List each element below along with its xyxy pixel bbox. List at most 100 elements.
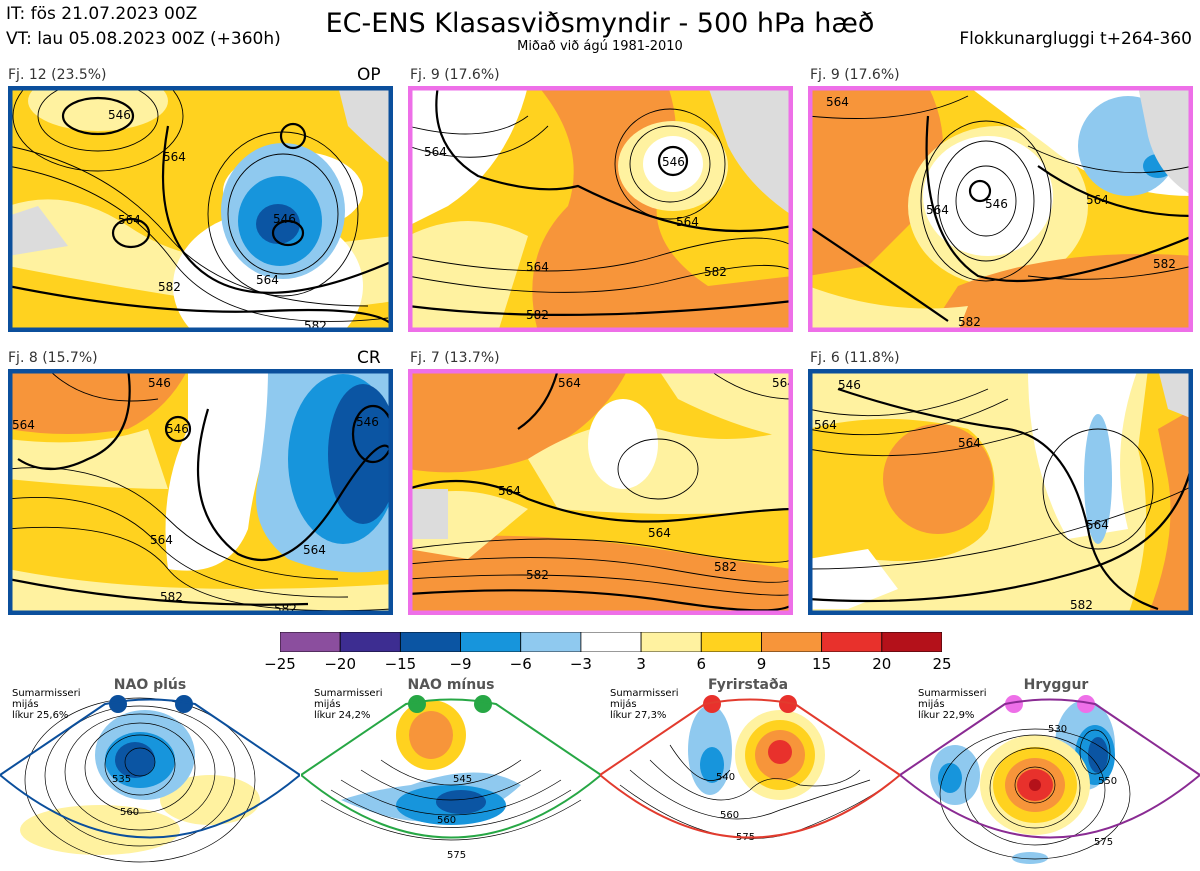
regime-2-contour-label: 575 — [447, 850, 466, 861]
regime-1-title: NAO plús — [113, 677, 187, 693]
panel-6-contour-label: 564 — [1086, 518, 1109, 532]
panel-3-contour-label: 564 — [826, 95, 849, 109]
regime-note-line: mijás — [610, 699, 637, 710]
regime-2-map: 545 560 575 — [301, 695, 601, 861]
regime-2-frame — [301, 698, 601, 839]
colorbar-tick-label: 25 — [932, 655, 952, 673]
regime-note-line: líkur 25,6% — [12, 710, 69, 721]
panel-4-contour-label: 546 — [166, 422, 189, 436]
colorbar-tick-label: −3 — [569, 655, 592, 673]
regime-1-note: Sumarmisseri mijás líkur 25,6% — [12, 688, 80, 721]
regime-3-note: Sumarmisseri mijás líkur 27,3% — [610, 688, 678, 721]
colorbar-bin — [460, 632, 522, 652]
regime-2-note: Sumarmisseri mijás líkur 24,2% — [314, 688, 382, 721]
panel-1-contour-label: 546 — [108, 108, 131, 122]
colorbar-bin — [640, 632, 702, 652]
regime-4-dot — [1077, 695, 1095, 713]
colorbar-tick-label: −15 — [384, 655, 417, 673]
colorbar-tick-label: 9 — [756, 655, 767, 673]
colorbar-tick-label: 15 — [812, 655, 832, 673]
panel-2-map: 546 564 564 564 582 582 — [408, 86, 793, 332]
panel-4-contour-label: 546 — [356, 415, 379, 429]
regime-4-title: Hryggur — [1023, 677, 1089, 693]
panel-6-contour-label: 564 — [814, 418, 837, 432]
panel-5-contour-label: 582 — [526, 568, 549, 582]
panel-3-frame — [808, 86, 1193, 332]
page-title: EC-ENS Klasasviðsmyndir - 500 hPa hæð — [325, 8, 875, 39]
panel-6-contour-label: 564 — [958, 436, 981, 450]
panel-1-label: Fj. 12 (23.5%) — [8, 67, 107, 83]
colorbar-bin — [881, 632, 942, 652]
panel-2-label: Fj. 9 (17.6%) — [410, 67, 500, 83]
panel-5-contour-label: 564 — [558, 376, 581, 390]
panel-3-contour-label: 564 — [1086, 193, 1109, 207]
page-subtitle: Miðað við ágú 1981-2010 — [517, 39, 683, 54]
regime-4-map: 530 550 575 — [900, 695, 1200, 864]
panel-3-map: 564 546 564 564 582 582 — [808, 86, 1193, 332]
panel-4-contour-label: 564 — [303, 543, 326, 557]
colorbar — [280, 632, 942, 652]
colorbar-tick-label: 3 — [636, 655, 646, 673]
colorbar-tick-label: −6 — [509, 655, 532, 673]
colorbar-bin — [520, 632, 582, 652]
regime-note-line: mijás — [918, 699, 945, 710]
regime-note-line: Sumarmisseri — [610, 688, 679, 699]
panel-1-contour-label: 582 — [158, 280, 181, 294]
regime-2-contour-label: 560 — [437, 815, 456, 826]
panel-6-frame — [808, 369, 1193, 615]
panel-3-contour-label: 546 — [985, 197, 1008, 211]
regime-3-contour-label: 560 — [720, 810, 739, 821]
regime-1-contour-label: 535 — [112, 774, 131, 785]
panel-6-label: Fj. 6 (11.8%) — [810, 350, 900, 366]
panel-2-contour-label: 582 — [704, 265, 727, 279]
regime-4-contour-label: 530 — [1048, 724, 1067, 735]
panel-3-contour-label: 564 — [926, 203, 949, 217]
panel-2-contour-label: 546 — [662, 155, 685, 169]
panel-1-contour-label: 564 — [256, 273, 279, 287]
colorbar-bin — [280, 632, 341, 652]
panel-6-contour-label: 546 — [838, 378, 861, 392]
panel-1-frame — [8, 86, 393, 332]
regime-3-frame — [600, 698, 900, 839]
panel-1-contour-label: 546 — [273, 212, 296, 226]
panel-2-frame — [408, 86, 793, 332]
panel-4-map: 546 546 546 564 564 564 582 582 — [8, 369, 393, 615]
regime-note-line: líkur 24,2% — [314, 710, 371, 721]
colorbar-bin — [580, 632, 642, 652]
panel-1-tag: OP — [357, 65, 381, 85]
colorbar-bin — [339, 632, 401, 652]
regime-4-frame — [900, 698, 1200, 839]
colorbar-tick-label: −9 — [449, 655, 472, 673]
panel-5-map: 564 564 564 564 582 582 — [408, 369, 793, 615]
panel-4-tag: CR — [357, 348, 381, 368]
panel-4-label: Fj. 8 (15.7%) — [8, 350, 98, 366]
panel-3-contour-label: 582 — [958, 315, 981, 329]
panel-4-contour-label: 564 — [150, 533, 173, 547]
regime-note-line: mijás — [12, 699, 39, 710]
panel-5-contour-label: 564 — [648, 526, 671, 540]
panel-2-contour-label: 564 — [424, 145, 447, 159]
panel-2-contour-label: 564 — [526, 260, 549, 274]
panel-3-label: Fj. 9 (17.6%) — [810, 67, 900, 83]
regime-note-line: líkur 22,9% — [918, 710, 975, 721]
panel-6-contour-label: 582 — [1070, 598, 1093, 612]
panel-4-contour-label: 582 — [160, 590, 183, 604]
classification-window: Flokkunargluggi t+264-360 — [959, 29, 1192, 49]
regime-1-dot — [175, 695, 193, 713]
valid-time: VT: lau 05.08.2023 00Z (+360h) — [6, 29, 281, 49]
regime-note-line: Sumarmisseri — [918, 688, 987, 699]
regime-4-note: Sumarmisseri mijás líkur 22,9% — [918, 688, 986, 721]
panel-1-contour-label: 564 — [118, 213, 141, 227]
regime-2-title: NAO mínus — [407, 677, 495, 693]
panel-6-map: 546 564 564 564 582 — [808, 369, 1193, 615]
colorbar-tick-label: −20 — [324, 655, 357, 673]
colorbar-bin — [399, 632, 461, 652]
regime-1-contour-label: 560 — [120, 807, 139, 818]
regime-note-line: Sumarmisseri — [12, 688, 81, 699]
initial-time: IT: fös 21.07.2023 00Z — [6, 4, 198, 24]
panel-5-contour-label: 564 — [772, 376, 793, 390]
panel-4-contour-label: 564 — [12, 418, 35, 432]
regime-3-map: 540 560 575 — [600, 695, 900, 843]
regime-3-contour-label: 540 — [716, 772, 735, 783]
colorbar-bin — [761, 632, 823, 652]
